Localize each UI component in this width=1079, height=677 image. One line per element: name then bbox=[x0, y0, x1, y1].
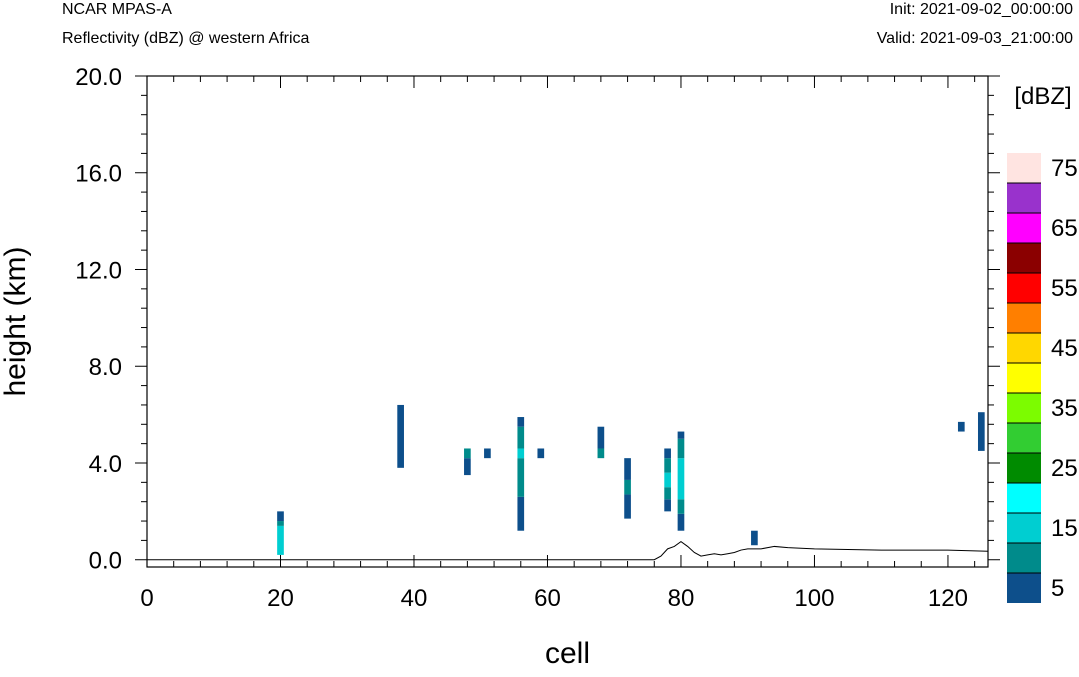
reflectivity-cell bbox=[517, 458, 525, 497]
reflectivity-cell bbox=[664, 458, 671, 473]
y-tick-label: 0.0 bbox=[89, 548, 122, 575]
colorbar: [dBZ] 5 15 25 35 45 55 65 75 bbox=[1007, 83, 1078, 603]
reflectivity-cell bbox=[277, 511, 284, 522]
init-time: Init: 2021-09-02_00:00:00 bbox=[889, 1, 1073, 18]
plot-area: 0 20 40 60 80 100 120 0.0 4.0 8.0 12.0 16.0 20.0 cell… bbox=[0, 64, 1000, 670]
plot-frame bbox=[146, 75, 989, 568]
colorbar-swatch bbox=[1007, 213, 1041, 243]
colorbar-label: 65 bbox=[1051, 215, 1078, 242]
terrain-line bbox=[147, 540, 989, 561]
x-tick-label: 100 bbox=[794, 585, 834, 612]
reflectivity-cell bbox=[597, 426, 605, 449]
x-tick-label: 80 bbox=[668, 585, 695, 612]
x-tick-label: 40 bbox=[401, 585, 428, 612]
colorbar-swatch bbox=[1007, 423, 1041, 453]
reflectivity-cell bbox=[624, 479, 631, 495]
colorbar-swatch bbox=[1007, 153, 1041, 183]
reflectivity-cell bbox=[517, 417, 525, 427]
reflectivity-cell bbox=[677, 513, 685, 531]
colorbar-label: 75 bbox=[1051, 155, 1078, 182]
colorbar-unit: [dBZ] bbox=[1014, 83, 1071, 110]
colorbar-label: 45 bbox=[1051, 335, 1078, 362]
colorbar-label: 15 bbox=[1051, 515, 1078, 542]
colorbar-swatch bbox=[1007, 183, 1041, 213]
colorbar-swatch bbox=[1007, 363, 1041, 393]
reflectivity-cell bbox=[751, 530, 758, 546]
reflectivity-cell bbox=[464, 448, 471, 459]
colorbar-swatch bbox=[1007, 393, 1041, 423]
reflectivity-cell bbox=[677, 438, 685, 459]
y-tick-label: 12.0 bbox=[75, 257, 122, 284]
reflectivity-cell bbox=[664, 448, 671, 459]
y-tick-label: 16.0 bbox=[75, 161, 122, 188]
colorbar-swatch bbox=[1007, 543, 1041, 573]
reflectivity-cell bbox=[517, 448, 525, 459]
colorbar-swatch bbox=[1007, 513, 1041, 543]
reflectivity-cell bbox=[664, 472, 671, 488]
y-tick-label: 4.0 bbox=[89, 451, 122, 478]
colorbar-label: 5 bbox=[1051, 575, 1064, 602]
colorbar-swatch bbox=[1007, 303, 1041, 333]
x-tick-label: 120 bbox=[928, 585, 968, 612]
colorbar-label: 35 bbox=[1051, 395, 1078, 422]
reflectivity-cell bbox=[517, 496, 525, 531]
field-subtitle: Reflectivity (dBZ) @ western Africa bbox=[62, 30, 310, 47]
reflectivity-cell bbox=[277, 525, 284, 555]
reflectivity-cell bbox=[977, 412, 985, 451]
model-title: NCAR MPAS-A bbox=[62, 1, 172, 18]
reflectivity-cell bbox=[957, 421, 965, 432]
reflectivity-cell bbox=[664, 487, 671, 500]
x-axis-title: cell bbox=[545, 637, 590, 670]
x-tick-label: 60 bbox=[534, 585, 561, 612]
reflectivity-cell bbox=[537, 448, 545, 459]
reflectivity-cell bbox=[397, 404, 404, 468]
reflectivity-cell bbox=[517, 426, 525, 449]
colorbar-swatch bbox=[1007, 273, 1041, 303]
colorbar-swatch bbox=[1007, 333, 1041, 363]
y-tick-label: 20.0 bbox=[75, 64, 122, 91]
y-tick-label: 8.0 bbox=[89, 354, 122, 381]
reflectivity-cell bbox=[464, 458, 471, 476]
colorbar-swatch bbox=[1007, 453, 1041, 483]
y-axis-title: height (km) bbox=[0, 246, 32, 396]
colorbar-label: 55 bbox=[1051, 275, 1078, 302]
colorbar-label: 25 bbox=[1051, 455, 1078, 482]
reflectivity-cell bbox=[677, 499, 685, 514]
valid-time: Valid: 2021-09-03_21:00:00 bbox=[876, 30, 1073, 47]
reflectivity-cell bbox=[597, 448, 605, 459]
reflectivity-cell bbox=[677, 431, 685, 439]
reflectivity-cell bbox=[277, 521, 284, 526]
colorbar-swatch bbox=[1007, 573, 1041, 603]
colorbar-swatch bbox=[1007, 243, 1041, 273]
reflectivity-cell bbox=[624, 494, 631, 519]
reflectivity-cell bbox=[664, 499, 671, 512]
reflectivity-cell bbox=[624, 458, 631, 480]
reflectivity-cell bbox=[677, 458, 685, 500]
colorbar-swatch bbox=[1007, 483, 1041, 513]
x-tick-label: 0 bbox=[140, 585, 153, 612]
x-tick-label: 20 bbox=[267, 585, 294, 612]
reflectivity-cell bbox=[484, 448, 491, 459]
